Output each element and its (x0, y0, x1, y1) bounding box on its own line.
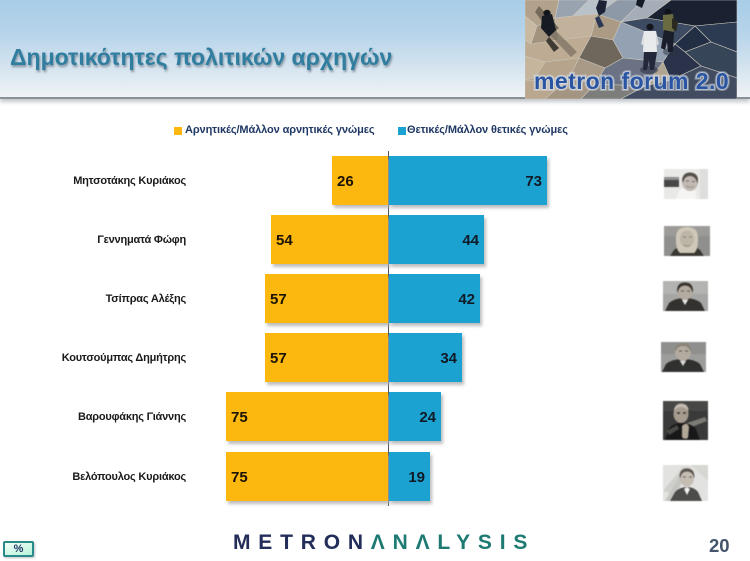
svg-text:metron forum 2.0: metron forum 2.0 (534, 68, 729, 94)
svg-text:metron forum 2.0: metron forum 2.0 (534, 68, 729, 94)
svg-text:metron forum 2.0: metron forum 2.0 (534, 68, 729, 94)
